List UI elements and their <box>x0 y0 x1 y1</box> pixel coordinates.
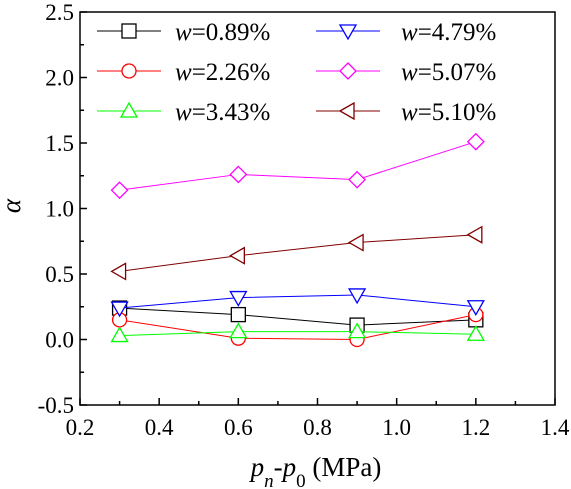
series-line <box>119 234 476 272</box>
series-2 <box>111 306 484 348</box>
series-line <box>119 294 476 309</box>
y-tick-label: 1.5 <box>45 131 74 156</box>
legend-label-var: w <box>175 19 192 46</box>
x-axis-title-var2: p <box>281 452 297 482</box>
x-axis-title-sep: - <box>274 452 283 482</box>
y-tick-label: 2.0 <box>45 66 74 91</box>
data-point <box>229 246 245 265</box>
x-axis-title-sub1: n <box>264 471 274 489</box>
series-line <box>119 314 476 341</box>
x-axis-title-var: p <box>249 452 265 482</box>
y-tick-label: 1.0 <box>45 197 74 222</box>
legend-label-value: =3.43% <box>192 99 271 126</box>
data-point <box>347 288 367 305</box>
legend-label-var: w <box>175 59 192 86</box>
legend-label: w=4.79% <box>401 19 496 46</box>
legend-label-value: =2.26% <box>192 59 271 86</box>
data-point <box>466 300 485 317</box>
legend-entry: w=0.89% <box>97 19 270 46</box>
legend-label-var: w <box>401 99 418 126</box>
data-point <box>230 306 246 323</box>
x-axis-title: pn-p0 (MPa) <box>249 452 382 489</box>
series-layer <box>110 132 485 348</box>
legend-entry: w=3.43% <box>97 99 270 126</box>
legend-label: w=2.26% <box>175 59 270 86</box>
data-point <box>229 322 248 339</box>
legend-label-value: =5.07% <box>418 59 497 86</box>
series-line <box>119 141 476 191</box>
series-5 <box>110 132 485 200</box>
data-point <box>110 262 127 281</box>
legend-marker <box>338 24 358 41</box>
legend-entry: w=5.07% <box>316 59 496 86</box>
x-tick-label: 0.4 <box>145 415 174 440</box>
data-point <box>466 324 485 341</box>
data-point <box>466 132 485 151</box>
series-6 <box>110 225 483 281</box>
data-point <box>110 326 129 343</box>
x-axis-title-sub2: 0 <box>296 471 306 489</box>
x-tick-label: 0.8 <box>303 415 332 440</box>
y-tick-label: 0.5 <box>45 262 74 287</box>
legend-label-var: w <box>401 19 418 46</box>
axis-tick-labels: 0.2 0.4 0.6 0.8 1.0 1.2 1.4 -0.5 0.0 0.5 1.0 1.5 2.0… <box>38 0 570 440</box>
legend-marker <box>121 23 137 39</box>
series-line <box>119 307 476 326</box>
legend-entry: w=5.10% <box>316 99 496 126</box>
legend: w=0.89%w=2.26%w=3.43%w=4.79%w=5.07%w=5.1… <box>97 19 496 126</box>
legend-entry: w=4.79% <box>316 19 496 46</box>
x-tick-label: 1.0 <box>382 415 411 440</box>
legend-marker <box>339 62 357 80</box>
y-tick-label: -0.5 <box>38 393 74 418</box>
legend-label-var: w <box>175 99 192 126</box>
legend-label: w=3.43% <box>175 99 270 126</box>
x-tick-label: 0.6 <box>224 415 253 440</box>
data-point <box>347 322 367 339</box>
legend-marker <box>121 63 137 79</box>
legend-entry: w=2.26% <box>97 59 270 86</box>
data-point <box>229 290 248 307</box>
legend-label: w=5.10% <box>401 99 496 126</box>
x-axis-title-unit: (MPa) <box>306 452 382 482</box>
legend-label: w=5.07% <box>401 59 496 86</box>
data-point <box>348 170 367 189</box>
legend-marker <box>338 101 355 121</box>
y-tick-label: 0.0 <box>45 328 74 353</box>
data-point <box>110 301 129 318</box>
y-tick-label: 2.5 <box>45 0 74 25</box>
y-axis-title: α <box>0 198 26 213</box>
x-tick-label: 0.2 <box>66 415 95 440</box>
data-point <box>347 233 364 252</box>
data-point <box>229 165 248 184</box>
series-3 <box>110 322 485 343</box>
legend-label-value: =5.10% <box>418 99 497 126</box>
series-line <box>119 331 476 337</box>
axis-ticks <box>79 11 556 406</box>
x-tick-label: 1.2 <box>461 415 490 440</box>
series-4 <box>110 288 485 318</box>
data-point <box>110 181 129 200</box>
legend-label: w=0.89% <box>175 19 270 46</box>
x-tick-label: 1.4 <box>541 415 570 440</box>
legend-marker <box>119 101 139 118</box>
legend-label-var: w <box>401 59 418 86</box>
data-point <box>466 225 483 244</box>
legend-label-value: =4.79% <box>418 19 497 46</box>
legend-label-value: =0.89% <box>192 19 271 46</box>
